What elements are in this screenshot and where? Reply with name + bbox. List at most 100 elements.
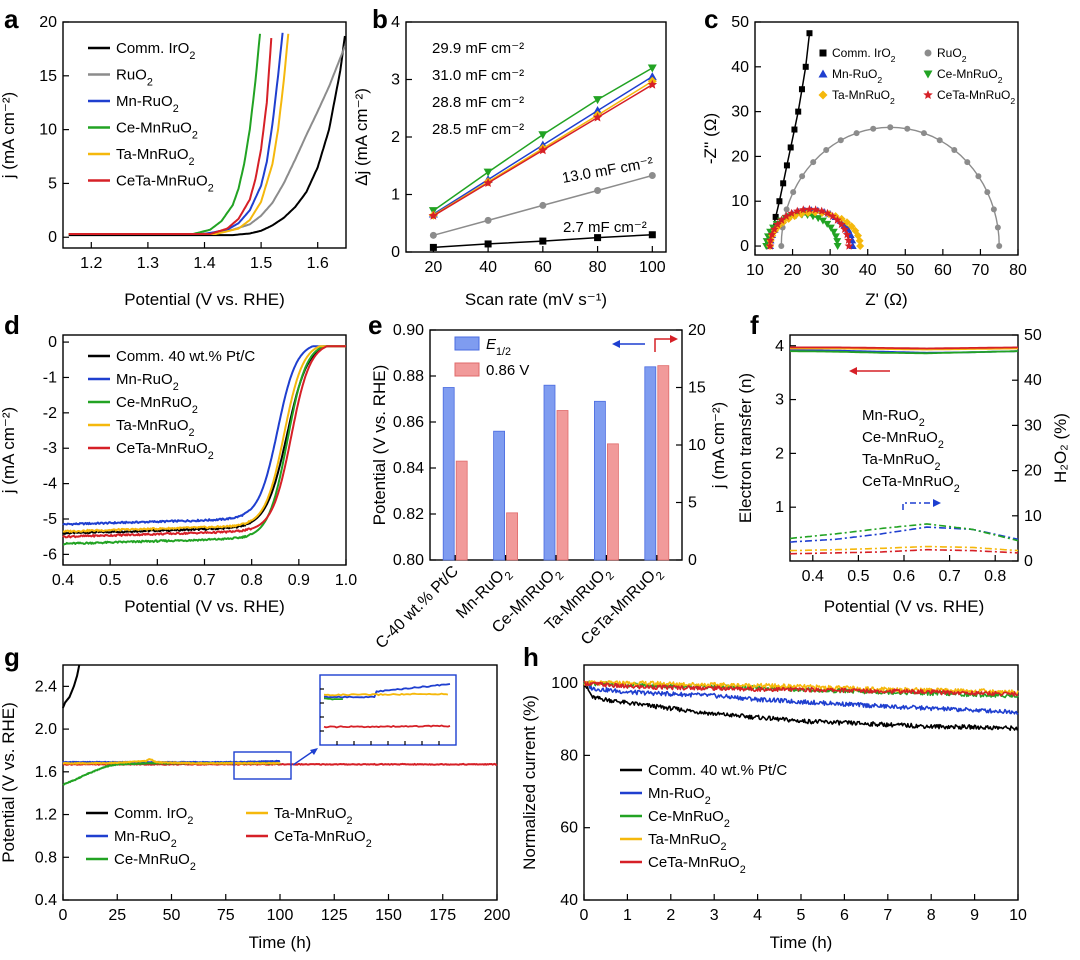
panel-d-legend-label: Comm. 40 wt.% Pt/C [116,348,255,365]
panel-c-xtick-label: 60 [934,262,952,279]
panel-b-point [538,131,548,140]
panel-g-legend-label: Ta-MnRuO2 [274,805,353,827]
panel-c-point [904,125,911,132]
panel-c-point [798,86,805,93]
panel-c-point [996,243,1003,250]
panel-g-legend-label-span: 2 [190,861,196,873]
panel-c-point [826,224,835,232]
panel-d-legend-label-span: 2 [192,404,198,416]
panel-d-xtick-label: 0.4 [52,572,74,589]
panel-f-xtick-label: 0.8 [984,568,1006,585]
panel-e-ytick-label: 0.88 [393,368,424,385]
panel-c-point [787,144,794,151]
panel-b-slope-label: 31.0 mF cm⁻² [432,67,524,84]
panel-e-ytick-label: 0.90 [393,322,424,339]
panel-b-ylabel: Δj (mA cm⁻²) [352,88,371,186]
panel-c-point [766,235,775,244]
panel-c-legend-label-span: 2 [962,54,967,64]
panel-c-frame [754,21,1019,256]
panel-h-legend-label-span: Mn-RuO [648,785,705,802]
panel-g-legend-label: CeTa-MnRuO2 [274,828,372,850]
panel-c-point [790,189,797,196]
panel-e-bar-086v [556,410,569,561]
panel-h-xtick-label: 8 [927,907,936,924]
panel-f-ylabel: Electron transfer (n) [736,373,755,523]
panel-a-legend-label-span: Mn-RuO [116,93,173,110]
panel-f-legend-label: Mn-RuO2 [862,407,925,429]
panel-d-xtick-label: 0.5 [99,572,121,589]
panel-a-legend-label-span: Ta-MnRuO [116,146,189,163]
panel-g-ytick-label: 0.8 [35,849,57,866]
panel-h-legend-label-span: 2 [740,864,746,876]
panel-b: 20 40 60 80 100 0 1 2 3 4 Scan rate (mV s⁻¹) Δj (mA… [352,4,667,309]
panel-c-legend-label: Ta-MnRuO2 [832,88,895,106]
panel-h-series-ceta-mnruo [583,680,1019,697]
panel-c-point [787,208,796,217]
panel-g-series-comm-iro [62,664,81,709]
panel-g-xtick-label: 25 [108,907,126,924]
panel-e-ytick-label: 0.84 [393,460,424,477]
panel-g-xtick-label: 100 [267,907,294,924]
panel-h-legend-label-span: Comm. 40 wt.% Pt/C [648,762,787,779]
panel-a-xtick-label: 1.6 [307,255,329,272]
panel-d-series-ta-mnruo [62,345,347,533]
panel-f-arrow-blue [902,502,935,510]
panel-e-ytick-label: 0.82 [393,506,424,523]
panel-h-xtick-label: 10 [1009,907,1027,924]
panel-e-bar-e12 [442,387,455,561]
panel-d-ytick-label: 0 [48,334,57,351]
panel-f-ytick-right-label: 30 [1024,417,1042,434]
panel-c-point [805,204,814,213]
panel-c-point [799,205,808,214]
panel-e-bar-086v [657,365,670,561]
panel-b-point [647,64,657,73]
panel-h: 0 1 2 3 4 5 6 7 8 9 10 40 60 80 100 Time (h) Normalized … [520,642,1027,952]
panel-d-legend-label-span: CeTa-MnRuO [116,440,208,457]
panel-f-ytick-right-label: 0 [1024,553,1033,570]
panel-a-legend-label-span: 2 [208,183,214,195]
panel-c-point [823,208,832,217]
panel-g-letter: g [4,642,20,672]
panel-b-point [483,168,493,177]
panel-c-point [810,159,817,166]
panel-g-legend-label-span: Ce-MnRuO [114,851,190,868]
panel-e-ytick-right-label: 0 [688,552,697,569]
panel-c-point [823,146,830,153]
panel-b-point [593,96,603,105]
panel-c-point [772,213,779,220]
panel-f-h2o2-ta-mnruo [790,545,1019,552]
panel-e-category-label-span: C-40 wt.% Pt/C [373,563,462,652]
panel-e-legend-swatch-red [454,362,480,377]
panel-h-legend-label-span: CeTa-MnRuO [648,854,740,871]
panel-f-n-ceta-mnruo [790,346,1018,350]
panel-c-point [964,159,971,166]
panel-d-series-mn-ruo [62,345,347,526]
panel-a-legend-label-span: 2 [173,103,179,115]
panel-c-point [847,222,856,231]
panel-g-inset-mn [324,683,451,699]
panel-a-ytick-label: 10 [39,122,57,139]
panel-d-xtick-label: 0.9 [288,572,310,589]
panel-f-legend-label-span: Ta-MnRuO [862,451,935,468]
panel-c-point [799,173,806,180]
panel-h-legend-label: Comm. 40 wt.% Pt/C [648,762,787,779]
panel-c-point [920,130,927,137]
panel-h-ytick-label: 100 [551,675,578,692]
panel-h-letter: h [523,642,539,672]
panel-e-arrow-right [654,338,672,352]
panel-g-inset-ta [323,692,449,697]
panel-g-xtick-label: 0 [59,907,68,924]
panel-f-xtick-label: 0.4 [802,568,824,585]
panel-a-legend-label-span: Ce-MnRuO [116,120,192,137]
panel-c-point [780,180,787,187]
panel-b-point [429,231,437,239]
panel-e-bar-086v [607,443,619,561]
panel-c-point [990,206,997,213]
panel-g-zoom-connector [292,751,313,766]
panel-b-slope-label: 2.7 mF cm⁻² [563,219,647,236]
panel-h-ytick-label: 40 [560,892,578,909]
panel-c-legend-label: CeTa-MnRuO2 [937,88,1015,106]
panel-a-legend-label-span: 2 [189,156,195,168]
panel-c-point [842,218,851,227]
